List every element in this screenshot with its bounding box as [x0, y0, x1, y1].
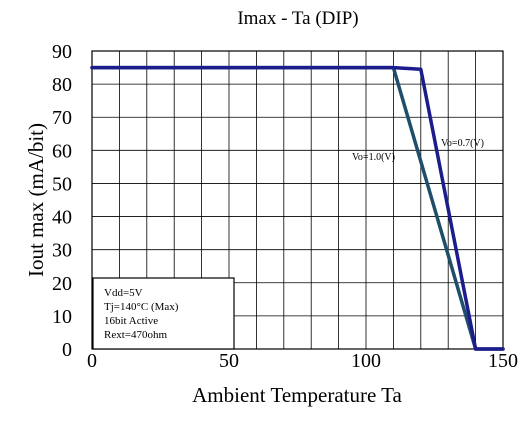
y-axis-label: Iout max (mA/bit) — [24, 123, 48, 277]
y-tick-label: 20 — [52, 273, 72, 295]
x-tick-label: 150 — [488, 350, 518, 372]
y-tick-labels: 0 10 20 30 40 50 60 70 80 90 — [52, 41, 72, 361]
x-tick-labels: 0 50 100 150 — [87, 350, 518, 372]
x-tick-label: 50 — [219, 350, 239, 372]
x-tick-label: 100 — [351, 350, 381, 372]
x-axis-label: Ambient Temperature Ta — [192, 383, 402, 407]
series-label-vo-0-7: Vo=0.7(V) — [441, 138, 484, 149]
x-tick-label: 0 — [87, 350, 97, 372]
y-tick-label: 70 — [52, 107, 72, 129]
y-tick-label: 80 — [52, 74, 72, 96]
chart-title: Imax - Ta (DIP) — [237, 8, 358, 29]
condition-tj: Tj=140°C (Max) — [104, 301, 179, 313]
y-tick-label: 40 — [52, 207, 72, 229]
condition-vdd: Vdd=5V — [104, 287, 143, 299]
series-line-1 — [90, 65, 505, 351]
series-label-vo-1-0: Vo=1.0(V) — [352, 152, 395, 163]
y-tick-label: 10 — [52, 306, 72, 328]
condition-rext: Rext=470ohm — [104, 329, 167, 341]
conditions-box — [92, 277, 235, 350]
y-tick-label: 0 — [62, 339, 72, 361]
y-tick-label: 60 — [52, 140, 72, 162]
y-tick-label: 50 — [52, 173, 72, 195]
y-tick-label: 30 — [52, 240, 72, 262]
condition-active-bits: 16bit Active — [104, 315, 158, 327]
series-group — [90, 65, 505, 351]
y-tick-label: 90 — [52, 41, 72, 63]
grid — [92, 51, 503, 349]
